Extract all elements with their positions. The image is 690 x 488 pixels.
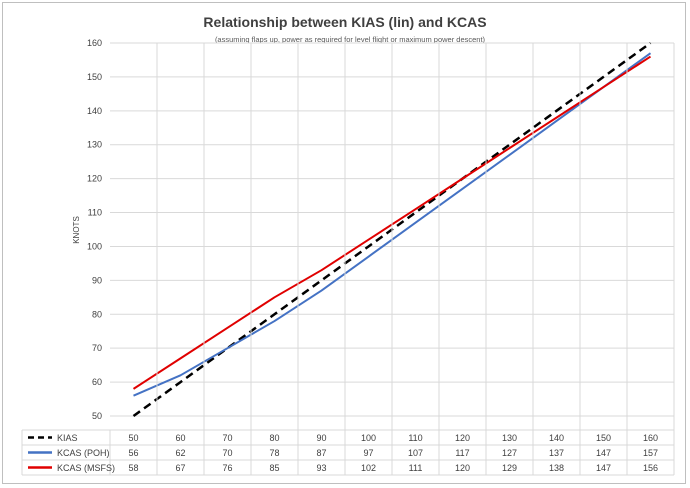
table-cell: 90 — [316, 433, 326, 443]
table-cell: 147 — [596, 463, 611, 473]
y-tick-label-60: 60 — [92, 377, 102, 387]
table-cell: 85 — [269, 463, 279, 473]
table-cell: 93 — [316, 463, 326, 473]
series-name-2: KCAS (MSFS) — [57, 463, 115, 473]
table-cell: 160 — [643, 433, 658, 443]
y-tick-label-140: 140 — [87, 106, 102, 116]
table-cell: 67 — [175, 463, 185, 473]
table-cell: 58 — [128, 463, 138, 473]
table-cell: 100 — [361, 433, 376, 443]
table-cell: 107 — [408, 448, 423, 458]
table-cell: 156 — [643, 463, 658, 473]
y-tick-label-100: 100 — [87, 241, 102, 251]
y-tick-label-150: 150 — [87, 72, 102, 82]
chart-frame — [2, 2, 686, 484]
table-cell: 147 — [596, 448, 611, 458]
table-cell: 50 — [128, 433, 138, 443]
y-tick-label-80: 80 — [92, 309, 102, 319]
table-cell: 70 — [222, 433, 232, 443]
table-cell: 157 — [643, 448, 658, 458]
data-table: KIAS 50 60 70 80 90 100 110 120 130 140 150 160 KCAS … — [21, 43, 675, 476]
table-cell: 97 — [363, 448, 373, 458]
y-axis-label: KNOTS — [72, 216, 81, 244]
table-cell: 78 — [269, 448, 279, 458]
table-cell: 140 — [549, 433, 564, 443]
series-name-1: KCAS (POH) — [57, 448, 110, 458]
table-cell: 120 — [455, 463, 470, 473]
table-cell: 80 — [269, 433, 279, 443]
series-name-0: KIAS — [57, 433, 78, 443]
y-tick-labels: 50 60 70 80 90 100 110 120 130 140 150 160 — [87, 38, 102, 421]
table-cell: 76 — [222, 463, 232, 473]
y-tick-label-130: 130 — [87, 140, 102, 150]
chart-subtitle: (assuming flaps up, power as required fo… — [215, 35, 486, 44]
table-cell: 102 — [361, 463, 376, 473]
y-tick-label-110: 110 — [88, 208, 102, 218]
y-tick-label-90: 90 — [92, 275, 102, 285]
table-cell: 87 — [316, 448, 326, 458]
y-tick-label-50: 50 — [92, 411, 102, 421]
table-cell: 127 — [502, 448, 517, 458]
table-cell: 60 — [175, 433, 185, 443]
table-cell: 130 — [502, 433, 517, 443]
table-cell: 137 — [549, 448, 564, 458]
table-cell: 56 — [128, 448, 138, 458]
table-cell: 129 — [502, 463, 517, 473]
table-cell: 150 — [596, 433, 611, 443]
table-cell: 117 — [455, 448, 469, 458]
table-cell: 70 — [222, 448, 232, 458]
y-tick-label-160: 160 — [87, 38, 102, 48]
chart-title: Relationship between KIAS (lin) and KCAS — [203, 14, 486, 30]
table-cell: 138 — [549, 463, 564, 473]
table-cell: 111 — [409, 463, 423, 473]
y-tick-label-120: 120 — [87, 174, 102, 184]
table-cell: 110 — [408, 433, 422, 443]
y-tick-label-70: 70 — [92, 343, 102, 353]
table-cell: 62 — [175, 448, 185, 458]
table-cell: 120 — [455, 433, 470, 443]
